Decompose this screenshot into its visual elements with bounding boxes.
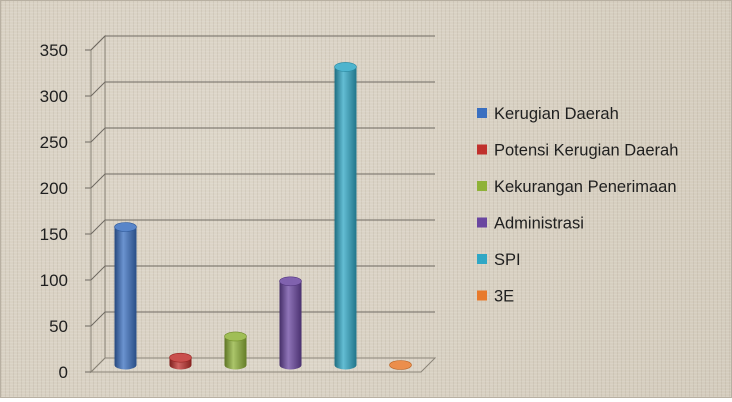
legend-swatch <box>477 181 487 191</box>
bar-spi <box>334 62 357 370</box>
bar-body <box>334 66 357 370</box>
legend-item: Administrasi <box>477 215 584 233</box>
y-tick-label: 300 <box>40 87 68 106</box>
y-tick-label: 0 <box>59 363 68 382</box>
legend-swatch <box>477 290 487 301</box>
legend-label: SPI <box>494 251 521 269</box>
y-tick-label: 350 <box>40 41 68 60</box>
y-axis-ticks: 0 50 100 150 200 250 300 350 <box>40 41 91 382</box>
legend-item: Kerugian Daerah <box>477 105 619 123</box>
gridline <box>90 35 435 51</box>
floor <box>89 357 437 373</box>
bar-administrasi <box>279 276 302 370</box>
legend-label: Kerugian Daerah <box>494 105 619 123</box>
bar-top <box>389 360 412 370</box>
gridline <box>90 173 435 189</box>
bar-3e <box>389 360 412 370</box>
legend-item: 3E <box>477 288 514 306</box>
legend-item: Kekurangan Penerimaan <box>477 178 677 196</box>
y-tick-label: 250 <box>40 133 68 152</box>
gridline <box>90 127 435 143</box>
y-tick-label: 150 <box>40 225 68 244</box>
y-tick-label: 50 <box>49 317 68 336</box>
bar-body <box>279 281 302 370</box>
legend-label: Kekurangan Penerimaan <box>494 178 677 196</box>
bar-top <box>224 331 247 342</box>
chart-walls <box>89 34 437 374</box>
y-tick-label: 200 <box>40 179 68 198</box>
legend-label: 3E <box>494 288 514 306</box>
legend-swatch <box>477 144 487 155</box>
gridline <box>90 219 435 235</box>
bar-potensi-kerugian-daerah <box>169 352 192 370</box>
legend-swatch <box>477 254 487 264</box>
legend-item: SPI <box>477 251 521 269</box>
legend-swatch <box>477 108 487 118</box>
legend-label: Potensi Kerugian Daerah <box>494 142 678 160</box>
y-tick-label: 100 <box>40 271 68 290</box>
bar-kerugian-daerah <box>114 222 137 370</box>
gridline <box>90 81 435 97</box>
gridline <box>90 265 435 281</box>
gridlines <box>90 35 435 327</box>
bars <box>114 62 412 370</box>
bar-kekurangan-penerimaan <box>224 331 247 370</box>
bar-top <box>169 352 192 363</box>
bar-body <box>224 336 247 370</box>
legend-item: Potensi Kerugian Daerah <box>477 142 678 160</box>
bar-top <box>114 222 137 232</box>
bar-body <box>114 227 137 370</box>
bar-top <box>334 62 357 72</box>
legend: Kerugian Daerah Potensi Kerugian Daerah Ke… <box>477 105 678 306</box>
bar-top <box>279 276 302 287</box>
legend-label: Administrasi <box>494 215 584 233</box>
side-wall <box>90 34 106 374</box>
gridline <box>90 311 435 327</box>
legend-swatch <box>477 217 487 228</box>
